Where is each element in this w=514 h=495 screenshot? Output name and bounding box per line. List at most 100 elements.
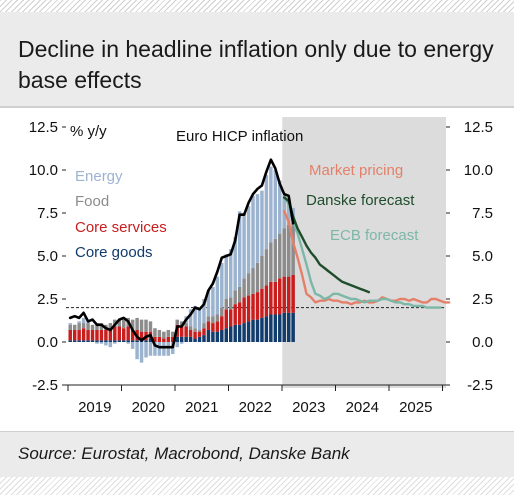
- bar-core-goods: [255, 319, 260, 342]
- x-tick-label: 2022: [239, 399, 272, 416]
- y-tick-label-left: 7.5: [37, 205, 58, 222]
- bar-food: [273, 238, 278, 282]
- bar-core-goods: [113, 340, 117, 342]
- label-danske-forecast: Danske forecast: [306, 192, 415, 209]
- bar-food: [86, 323, 90, 330]
- bar-energy: [237, 211, 242, 287]
- bar-food: [269, 242, 273, 282]
- bar-energy: [144, 342, 148, 358]
- bar-core-services: [260, 288, 264, 318]
- bar-core-goods: [269, 314, 273, 342]
- bar-core-services: [202, 328, 206, 336]
- bar-core-goods: [175, 336, 179, 342]
- bar-food: [237, 286, 242, 303]
- bar-core-services: [251, 293, 255, 320]
- bar-energy: [228, 249, 233, 298]
- bar-food: [184, 323, 188, 327]
- line-layer: [68, 158, 451, 349]
- y-tick-label-right: -2.5: [467, 377, 493, 394]
- bar-food: [224, 299, 229, 310]
- bar-energy: [77, 321, 81, 324]
- bar-food: [188, 326, 193, 330]
- bar-core-services: [95, 329, 99, 341]
- bar-core-services: [269, 281, 273, 315]
- bar-energy: [126, 342, 130, 344]
- bar-core-goods: [95, 340, 99, 342]
- bar-core-goods: [144, 340, 148, 342]
- bar-core-services: [72, 329, 77, 341]
- legend-food: Food: [75, 193, 109, 210]
- bar-food: [130, 319, 135, 330]
- bar-food: [197, 329, 202, 332]
- forecast-shade: [282, 117, 446, 388]
- bar-energy: [233, 237, 237, 291]
- bar-food: [255, 262, 260, 293]
- chart-subtitle: Euro HICP inflation: [176, 128, 303, 145]
- bar-food: [171, 331, 175, 337]
- bar-food: [99, 323, 104, 330]
- bar-core-services: [121, 328, 126, 341]
- bar-food: [220, 307, 224, 317]
- x-tick-label: 2024: [346, 399, 379, 416]
- bar-core-services: [233, 304, 237, 325]
- legend-core-goods: Core goods: [75, 244, 153, 261]
- bar-food: [193, 328, 197, 332]
- bar-core-goods: [193, 338, 197, 342]
- bar-core-services: [86, 329, 90, 341]
- bar-food: [108, 323, 113, 329]
- bar-food: [206, 316, 211, 322]
- bar-core-goods: [291, 312, 295, 342]
- bar-food: [286, 225, 291, 277]
- bar-food: [242, 278, 246, 298]
- bar-energy: [179, 342, 184, 344]
- bar-food: [175, 319, 179, 325]
- inflation-chart: -2.5 -2.5 0.0 0.0 2.5 2.5 5.0 5.0 7.5 7.5 10.0 10.0…: [29, 117, 493, 416]
- bar-core-services: [273, 281, 278, 315]
- bar-energy: [113, 342, 117, 344]
- bar-food: [202, 323, 206, 329]
- bar-food: [68, 324, 72, 330]
- bar-core-services: [286, 276, 291, 313]
- bar-energy: [286, 202, 291, 226]
- x-tick-label: 2021: [185, 399, 218, 416]
- y-tick-label-left: 10.0: [29, 162, 58, 179]
- bar-food: [77, 323, 81, 330]
- y-tick-label-right: 0.0: [472, 334, 493, 351]
- bar-core-services: [108, 328, 113, 341]
- bar-food: [166, 329, 171, 337]
- bar-core-goods: [72, 340, 77, 342]
- bar-energy: [215, 276, 220, 315]
- bar-food: [211, 316, 215, 324]
- bar-core-services: [197, 331, 202, 337]
- bar-core-goods: [90, 340, 95, 342]
- line-ecb-forecast: [283, 194, 442, 309]
- bar-core-services: [77, 329, 81, 341]
- bar-core-goods: [126, 340, 130, 342]
- bar-energy: [273, 170, 278, 239]
- bar-core-services: [193, 331, 197, 339]
- bar-food: [264, 249, 269, 286]
- bar-core-goods: [211, 331, 215, 342]
- bar-food: [228, 297, 233, 310]
- bar-energy: [81, 317, 86, 324]
- top-hatch-decoration: [0, 0, 514, 12]
- bar-core-services: [126, 326, 130, 341]
- x-tick-label: 2019: [78, 399, 111, 416]
- bar-energy: [148, 342, 153, 356]
- bar-energy: [166, 342, 171, 356]
- bar-core-services: [228, 309, 233, 327]
- bar-energy: [99, 342, 104, 344]
- bar-core-services: [246, 295, 251, 322]
- bar-energy: [108, 342, 113, 348]
- bar-core-goods: [224, 328, 229, 342]
- bar-food: [153, 328, 157, 337]
- bar-energy: [206, 290, 211, 317]
- bar-core-services: [117, 326, 122, 341]
- bar-core-services: [153, 336, 157, 342]
- bar-core-goods: [260, 317, 264, 342]
- bar-core-goods: [188, 336, 193, 342]
- source-panel: Source: Eurostat, Macrobond, Danske Bank: [0, 431, 514, 478]
- y-tick-label-left: 5.0: [37, 248, 58, 265]
- bar-energy: [104, 342, 108, 346]
